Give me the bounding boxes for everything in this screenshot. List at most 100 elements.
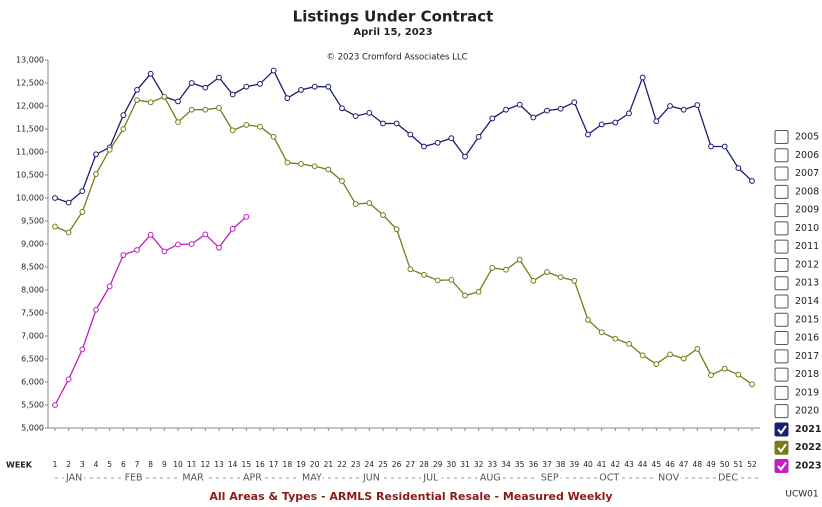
month-label: MAY <box>302 473 322 484</box>
x-tick-label: 11 <box>187 460 197 469</box>
y-tick-label: 5,000 <box>21 424 44 433</box>
data-point <box>462 292 468 299</box>
data-point <box>65 229 72 236</box>
data-point <box>598 329 605 336</box>
x-tick-label: 43 <box>624 460 634 469</box>
legend-checkbox <box>774 221 789 236</box>
data-point <box>639 352 646 359</box>
x-tick-label: 9 <box>162 460 167 469</box>
y-tick-label: 6,500 <box>21 355 44 364</box>
data-point <box>257 81 263 87</box>
data-point <box>147 70 154 77</box>
x-tick-label: 47 <box>679 460 689 469</box>
series-line <box>54 69 753 204</box>
data-point <box>65 376 72 383</box>
data-point <box>694 345 701 352</box>
data-point <box>557 274 564 281</box>
x-tick-label: 48 <box>693 460 703 469</box>
legend-checkbox <box>774 349 789 364</box>
data-point <box>352 201 359 207</box>
data-point <box>653 361 660 367</box>
data-point <box>79 188 86 195</box>
data-point <box>380 120 386 127</box>
data-point <box>612 119 619 126</box>
legend-check <box>777 425 787 435</box>
legend-label: 2011 <box>795 241 819 252</box>
data-point <box>229 91 236 98</box>
legend-checkbox <box>774 166 789 181</box>
legend-checkbox <box>774 184 789 199</box>
x-tick-label: 33 <box>488 460 498 469</box>
legend-label: 2022 <box>795 442 821 453</box>
data-point <box>571 99 578 106</box>
data-point <box>229 127 236 134</box>
legend-check <box>777 443 787 453</box>
data-point <box>653 118 660 125</box>
data-point <box>311 163 318 170</box>
y-tick-label: 12,500 <box>16 79 44 88</box>
data-point <box>298 161 304 167</box>
month-label: NOV <box>658 473 679 484</box>
x-tick-label: 12 <box>201 460 211 469</box>
x-tick-label: 22 <box>337 460 347 469</box>
data-point <box>325 83 332 90</box>
data-point <box>612 335 619 342</box>
legend-checkbox <box>774 459 789 473</box>
data-point <box>298 87 304 93</box>
legend-label: 2006 <box>795 150 819 161</box>
data-point <box>120 252 127 258</box>
chart-code: UCW01 <box>785 490 818 500</box>
data-point <box>639 74 646 81</box>
legend-checkbox <box>774 404 789 419</box>
data-point <box>243 213 250 220</box>
data-point <box>175 98 181 105</box>
x-tick-label: 45 <box>652 460 662 469</box>
x-tick-label: 13 <box>214 460 224 469</box>
data-point <box>421 271 427 278</box>
data-point <box>366 200 373 206</box>
legend-label: 2008 <box>795 186 819 197</box>
data-point <box>680 355 687 362</box>
month-label: APR <box>243 473 262 484</box>
legend-checkbox <box>774 148 789 163</box>
legend-label: 2014 <box>795 296 819 307</box>
x-tick-label: 28 <box>419 460 429 469</box>
data-point <box>721 143 728 150</box>
data-point <box>516 256 523 263</box>
x-tick-label: 41 <box>597 460 607 469</box>
data-point <box>489 265 496 271</box>
x-tick-label: 17 <box>269 460 279 469</box>
x-tick-label: 36 <box>529 460 539 469</box>
x-tick-label: 15 <box>242 460 252 469</box>
legend-label: 2020 <box>795 406 819 417</box>
month-label: DEC <box>718 473 738 484</box>
data-point <box>339 178 345 184</box>
chart-title: Listings Under Contract <box>293 8 494 26</box>
data-point <box>52 402 58 408</box>
data-point <box>106 146 113 153</box>
x-tick-label: 3 <box>80 460 85 469</box>
data-point <box>65 199 72 206</box>
data-point <box>202 231 209 238</box>
legend-checkbox <box>774 367 789 382</box>
legend-label: 2017 <box>795 351 819 362</box>
data-point <box>352 113 359 120</box>
data-point <box>708 372 714 379</box>
data-point <box>503 106 509 113</box>
data-point <box>544 269 550 275</box>
x-axis-label: WEEK <box>6 461 33 470</box>
data-point <box>52 223 58 230</box>
legend-label: 2012 <box>795 259 819 270</box>
legend-checkbox <box>774 276 789 291</box>
data-point <box>79 208 86 215</box>
data-point <box>667 103 673 109</box>
data-point <box>393 120 400 127</box>
data-point <box>694 102 701 108</box>
y-tick-label: 10,500 <box>16 171 44 180</box>
legend-label: 2013 <box>795 278 819 289</box>
x-tick-label: 31 <box>460 460 470 469</box>
data-point <box>229 225 236 232</box>
x-tick-label: 10 <box>173 460 183 469</box>
data-point <box>79 346 86 353</box>
